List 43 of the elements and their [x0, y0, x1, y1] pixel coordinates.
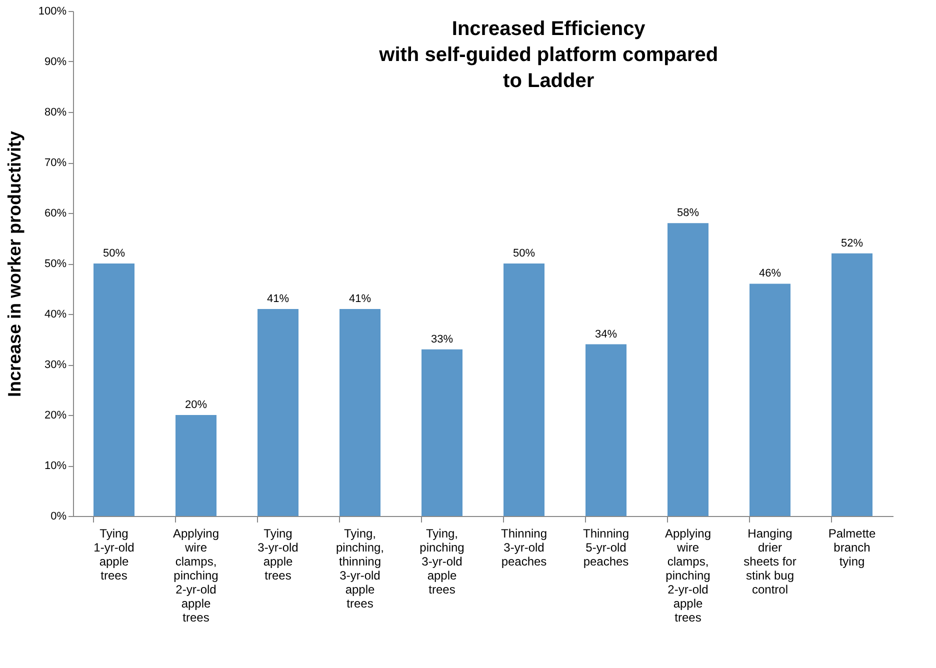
x-tick-label: Thinning 5-yr-old peaches — [582, 526, 630, 568]
data-label: 58% — [676, 207, 700, 220]
data-label: 50% — [102, 248, 126, 260]
data-label: 34% — [594, 328, 618, 340]
y-axis-title: Increase in worker productivity — [4, 130, 24, 398]
bar — [176, 415, 216, 516]
y-tick-label: 50% — [44, 258, 67, 270]
data-label: 52% — [840, 237, 864, 250]
bar — [668, 223, 708, 516]
y-tick-label: 90% — [44, 56, 67, 68]
x-tick-label: Tying 1-yr-old apple trees — [94, 526, 134, 582]
bar — [94, 264, 134, 516]
y-tick-label: 20% — [44, 410, 67, 422]
x-tick-label: Tying, pinching 3-yr-old apple trees — [420, 526, 464, 596]
data-label: 50% — [512, 248, 536, 260]
x-tick-label: Tying 3-yr-old apple trees — [258, 526, 298, 582]
data-label: 20% — [184, 399, 208, 411]
x-tick-label: Tying, pinching, thinning 3-yr-old apple trees — [336, 526, 384, 610]
y-tick-label: 60% — [44, 208, 67, 220]
bar — [340, 308, 380, 516]
bar — [586, 344, 626, 516]
data-label: 33% — [430, 333, 454, 346]
y-tick-label: 30% — [44, 359, 67, 371]
x-tick-label: Hanging drier sheets for stink bug control — [744, 526, 796, 596]
bar — [750, 284, 790, 516]
bar — [258, 308, 298, 516]
data-label: 41% — [348, 292, 372, 305]
data-label: 46% — [758, 268, 782, 280]
y-tick-label: 80% — [44, 106, 67, 118]
y-tick-label: 0% — [50, 510, 67, 522]
y-tick-label: 100% — [38, 6, 67, 18]
bar — [422, 349, 462, 516]
x-tick-label: Palmette branch tying — [828, 526, 876, 568]
x-tick-label: Applying wire clamps, pinching 2-yr-old apple trees — [172, 526, 220, 624]
bar — [504, 264, 544, 516]
x-tick-label: Applying wire clamps, pinching 2-yr-old apple trees — [664, 526, 712, 624]
data-label: 41% — [266, 292, 290, 305]
bar — [832, 253, 872, 516]
x-tick-label: Thinning 3-yr-old peaches — [500, 526, 548, 568]
y-tick-label: 70% — [44, 157, 67, 169]
text: Increased Efficiency with self-guided platform compared to Ladder — [378, 18, 718, 92]
y-tick-label: 10% — [44, 460, 67, 472]
y-tick-label: 40% — [44, 308, 67, 320]
